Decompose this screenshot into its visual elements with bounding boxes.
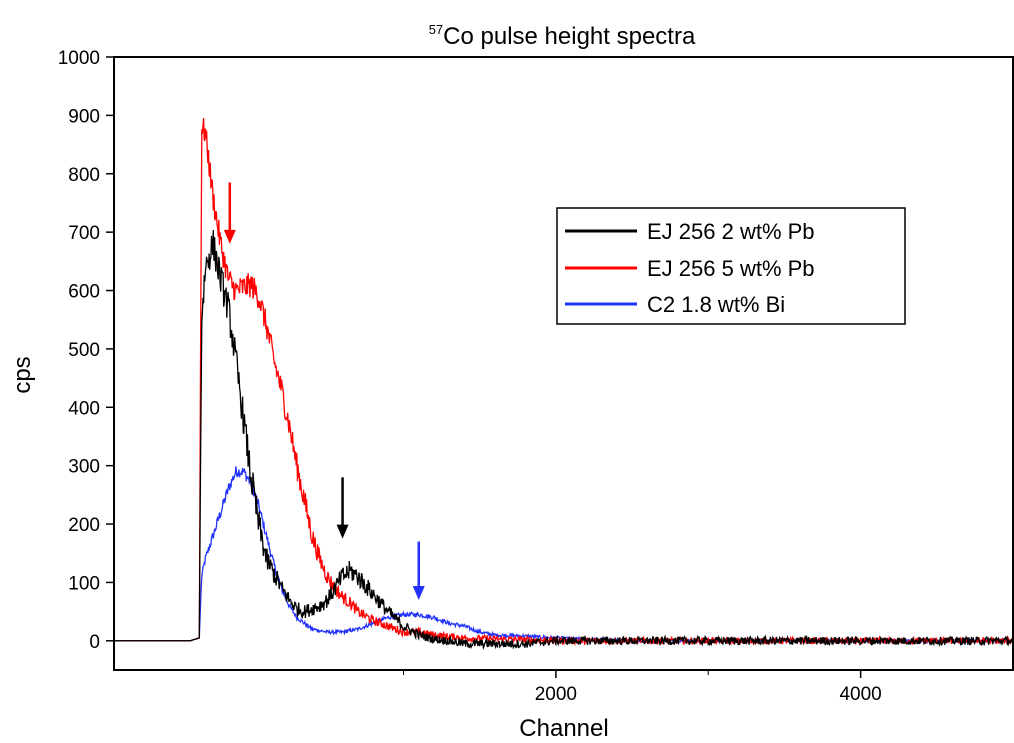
x-axis-title: Channel bbox=[519, 715, 608, 742]
y-tick-label: 600 bbox=[68, 282, 100, 303]
y-tick-label: 400 bbox=[68, 398, 100, 419]
series-group bbox=[114, 118, 1014, 650]
legend: EJ 256 2 wt% Pb EJ 256 5 wt% Pb C2 1.8 w… bbox=[556, 207, 906, 325]
annotation-arrow-head-2 bbox=[412, 585, 425, 600]
annotation-group bbox=[223, 182, 425, 600]
plot-area: 0 100 200 300 400 500 600 700 800 900 1000 2000 4000 bbox=[58, 48, 1014, 705]
annotation-arrow-head-1 bbox=[336, 524, 349, 539]
legend-label-ej256-2pb: EJ 256 2 wt% Pb bbox=[647, 219, 815, 244]
plot-frame bbox=[113, 56, 1014, 671]
tick-group: 0 100 200 300 400 500 600 700 800 900 1000 2000 4000 bbox=[58, 48, 882, 705]
y-tick-label: 700 bbox=[68, 223, 100, 244]
legend-label-ej256-5pb: EJ 256 5 wt% Pb bbox=[647, 256, 815, 281]
y-axis-title: cps bbox=[9, 356, 36, 393]
y-tick-label: 500 bbox=[68, 340, 100, 361]
y-tick-label: 1000 bbox=[58, 48, 100, 69]
x-tick-label: 4000 bbox=[839, 684, 881, 705]
chart-title-superscript: 57 bbox=[429, 22, 443, 37]
chart-title: 57Co pulse height spectra bbox=[429, 22, 696, 50]
chart-title-text: Co pulse height spectra bbox=[443, 23, 696, 50]
y-tick-label: 900 bbox=[68, 106, 100, 127]
legend-label-c2-bi: C2 1.8 wt% Bi bbox=[647, 292, 785, 317]
y-tick-label: 0 bbox=[89, 632, 100, 653]
annotation-arrow-head-0 bbox=[223, 229, 236, 244]
y-tick-label: 200 bbox=[68, 515, 100, 536]
series-line-0 bbox=[114, 229, 1014, 650]
x-tick-label: 2000 bbox=[535, 684, 577, 705]
y-tick-label: 100 bbox=[68, 573, 100, 594]
y-tick-label: 300 bbox=[68, 457, 100, 478]
y-tick-label: 800 bbox=[68, 165, 100, 186]
